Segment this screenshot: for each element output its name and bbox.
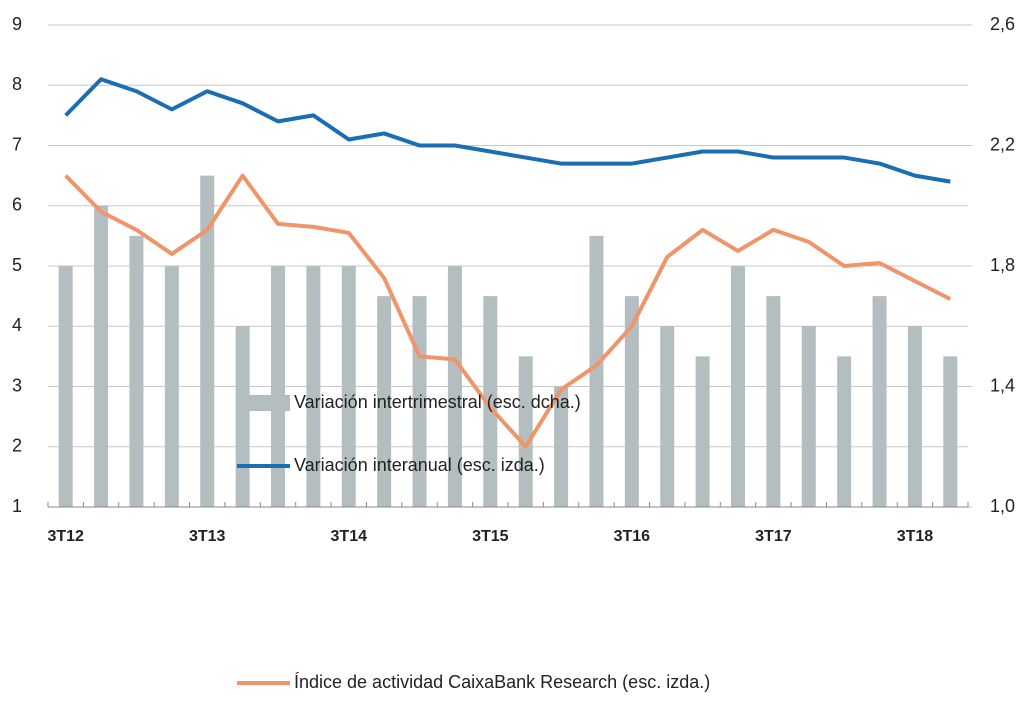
y-tick-label: 2	[12, 436, 22, 456]
bar	[164, 266, 179, 507]
bar	[341, 266, 356, 507]
x-tick-label: 3T14	[331, 528, 368, 545]
bar	[235, 326, 250, 507]
bar	[483, 296, 498, 507]
bar	[94, 205, 109, 507]
y2-tick-label: 1,0	[990, 496, 1015, 516]
bar	[624, 296, 639, 507]
y-tick-label: 6	[12, 195, 22, 215]
y2-tick-label: 1,4	[990, 375, 1015, 395]
y-tick-label: 5	[12, 255, 22, 275]
y-tick-label: 9	[12, 14, 22, 34]
bar	[872, 296, 887, 507]
bar	[377, 296, 392, 507]
bar	[271, 266, 285, 507]
x-tick-label: 3T15	[472, 528, 509, 545]
bar	[554, 386, 569, 507]
bar	[200, 175, 215, 507]
x-tick-label: 3T13	[189, 528, 226, 545]
y2-tick-label: 2,2	[990, 134, 1015, 154]
x-tick-label: 3T16	[614, 528, 651, 545]
legend-label: Variación interanual (esc. izda.)	[294, 455, 545, 475]
bar	[589, 235, 604, 507]
y-tick-label: 8	[12, 74, 22, 94]
y2-tick-label: 2,6	[990, 14, 1015, 34]
y2-tick-label: 1,8	[990, 255, 1015, 275]
bar	[306, 266, 321, 507]
bar	[766, 296, 781, 507]
bar	[447, 266, 462, 507]
bar	[731, 266, 745, 507]
x-tick-label: 3T17	[755, 528, 792, 545]
bar	[660, 326, 675, 507]
y-tick-label: 1	[12, 496, 22, 516]
y-tick-label: 3	[12, 375, 22, 395]
bar	[907, 326, 922, 507]
x-tick-label: 3T12	[47, 528, 84, 545]
legend-swatch	[237, 395, 290, 411]
line	[64, 77, 951, 184]
line	[64, 173, 952, 449]
bar	[518, 356, 533, 507]
bar	[801, 326, 816, 507]
legend-label: Índice de actividad CaixaBank Research (…	[294, 672, 710, 692]
bar	[837, 356, 852, 507]
bar	[695, 356, 710, 507]
legend-label: Variación intertrimestral (esc. dcha.)	[294, 392, 581, 412]
y-tick-label: 4	[12, 315, 22, 335]
x-tick-label: 3T18	[897, 528, 934, 545]
bar	[943, 356, 958, 507]
bar	[129, 235, 144, 507]
bar	[58, 266, 73, 507]
y-tick-label: 7	[12, 134, 22, 154]
